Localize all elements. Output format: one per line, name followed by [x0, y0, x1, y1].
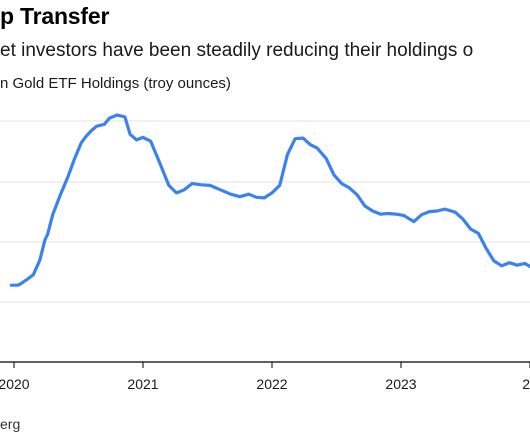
x-tick-label: 20: [522, 376, 530, 392]
grid-lines: [0, 120, 530, 303]
series-line: [9, 113, 530, 287]
chart-title: p Transfer: [0, 3, 110, 29]
x-tick-label: 2023: [385, 376, 416, 392]
x-axis: 2020 2021 2022 2023 20: [0, 361, 530, 392]
source-note: erg: [0, 416, 21, 432]
chart-subtitle: et investors have been steadily reducing…: [0, 40, 474, 61]
x-tick-label: 2022: [256, 376, 287, 392]
series-label: n Gold ETF Holdings (troy ounces): [0, 75, 231, 92]
x-tick-label: 2020: [0, 376, 30, 392]
x-tick-label: 2021: [127, 376, 158, 392]
plot-area: [9, 113, 530, 287]
